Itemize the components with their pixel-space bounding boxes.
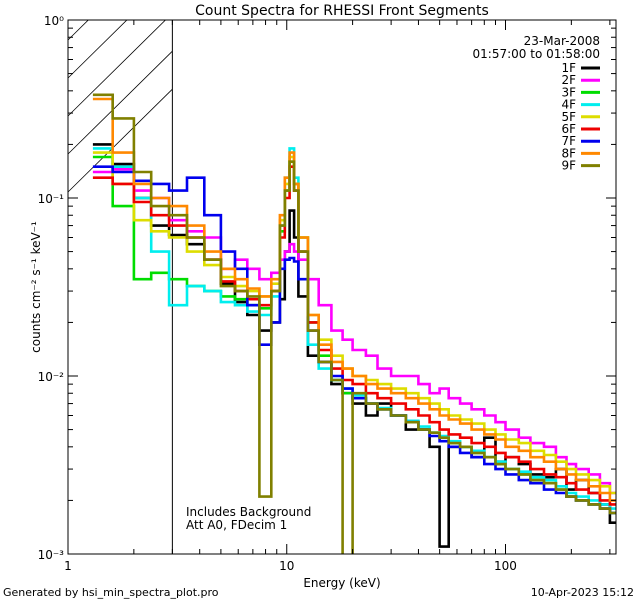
annotation-attenuator: Att A0, FDecim 1 bbox=[186, 518, 287, 532]
legend-label: 4F bbox=[561, 98, 576, 112]
legend-label: 2F bbox=[561, 73, 576, 87]
hatch-line bbox=[68, 20, 128, 79]
y-tick-label: 10⁻¹ bbox=[38, 192, 65, 206]
y-tick-label: 10⁻² bbox=[38, 370, 65, 384]
x-axis-label: Energy (keV) bbox=[303, 576, 380, 590]
hatch-line bbox=[68, 20, 167, 117]
hatch-line bbox=[68, 20, 89, 41]
series-8F bbox=[92, 97, 616, 502]
series-9F bbox=[92, 93, 616, 554]
footer-generated-by: Generated by hsi_min_spectra_plot.pro bbox=[3, 586, 219, 599]
footer-timestamp: 10-Apr-2023 15:12 bbox=[531, 586, 634, 599]
x-tick-label: 10 bbox=[279, 559, 294, 573]
y-tick-label: 10⁰ bbox=[44, 14, 64, 28]
annotation-background: Includes Background bbox=[186, 505, 311, 519]
x-tick-label: 100 bbox=[494, 559, 517, 573]
y-tick-label: 10⁻³ bbox=[38, 548, 65, 562]
series-2F bbox=[92, 168, 616, 495]
chart-title: Count Spectra for RHESSI Front Segments bbox=[195, 3, 489, 19]
y-axis-label: counts cm⁻² s⁻¹ keV⁻¹ bbox=[29, 221, 43, 353]
series-7F bbox=[92, 165, 616, 515]
hatch-line bbox=[68, 0, 172, 2]
legend-label: 5F bbox=[561, 110, 576, 124]
legend-label: 6F bbox=[561, 122, 576, 136]
plot-frame bbox=[67, 19, 617, 555]
time-range-label: 01:57:00 to 01:58:00 bbox=[473, 47, 600, 61]
legend-label: 9F bbox=[561, 159, 576, 173]
legend-label: 3F bbox=[561, 85, 576, 99]
hatch-line bbox=[68, 88, 173, 193]
series-1F bbox=[92, 143, 616, 548]
series-3F bbox=[92, 155, 616, 515]
hatch-line bbox=[68, 50, 173, 155]
series-6F bbox=[92, 165, 616, 506]
legend-label: 7F bbox=[561, 134, 576, 148]
date-label: 23-Mar-2008 bbox=[524, 34, 600, 48]
x-tick-label: 1 bbox=[64, 559, 72, 573]
hatched-region bbox=[68, 0, 173, 193]
series-4F bbox=[92, 147, 616, 510]
legend-label: 1F bbox=[561, 61, 576, 75]
legend-label: 8F bbox=[561, 146, 576, 160]
